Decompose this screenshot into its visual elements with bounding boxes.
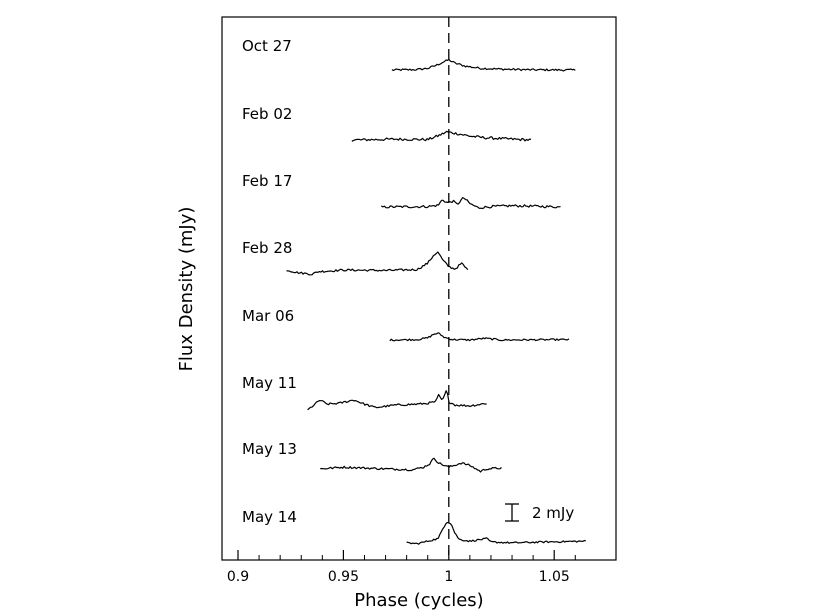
trace-line	[391, 58, 576, 72]
traces-group: Oct 27 Feb 02 Feb 17 Feb 28 Mar 06 May 11 May …	[242, 37, 586, 545]
trace-line	[380, 197, 561, 210]
scale-bar: 2 mJy	[505, 503, 574, 522]
trace-label: Feb 02	[242, 105, 292, 123]
scale-bar-label: 2 mJy	[532, 504, 574, 522]
trace-label: May 14	[242, 508, 297, 526]
trace-label: Mar 06	[242, 307, 294, 325]
trace-label: Feb 28	[242, 239, 292, 257]
x-axis-label: Phase (cycles)	[354, 590, 483, 611]
trace-line	[389, 332, 570, 342]
trace-label: Feb 17	[242, 172, 292, 190]
trace-line	[406, 521, 586, 545]
x-axis: 0.9 0.95 1 1.05	[227, 550, 576, 585]
trace-label: Oct 27	[242, 37, 292, 55]
trace-line	[320, 457, 502, 473]
y-axis-label: Flux Density (mJy)	[176, 207, 197, 372]
plot-frame	[221, 16, 617, 561]
x-tick-label: 1	[444, 569, 453, 585]
trace-label: May 11	[242, 374, 297, 392]
trace-line	[286, 251, 469, 276]
x-tick-label: 0.95	[328, 569, 359, 585]
trace-line	[351, 130, 532, 142]
trace-line	[307, 390, 487, 411]
x-tick-label: 0.9	[227, 569, 249, 585]
x-tick-label: 1.05	[539, 569, 570, 585]
trace-label: May 13	[242, 440, 297, 458]
